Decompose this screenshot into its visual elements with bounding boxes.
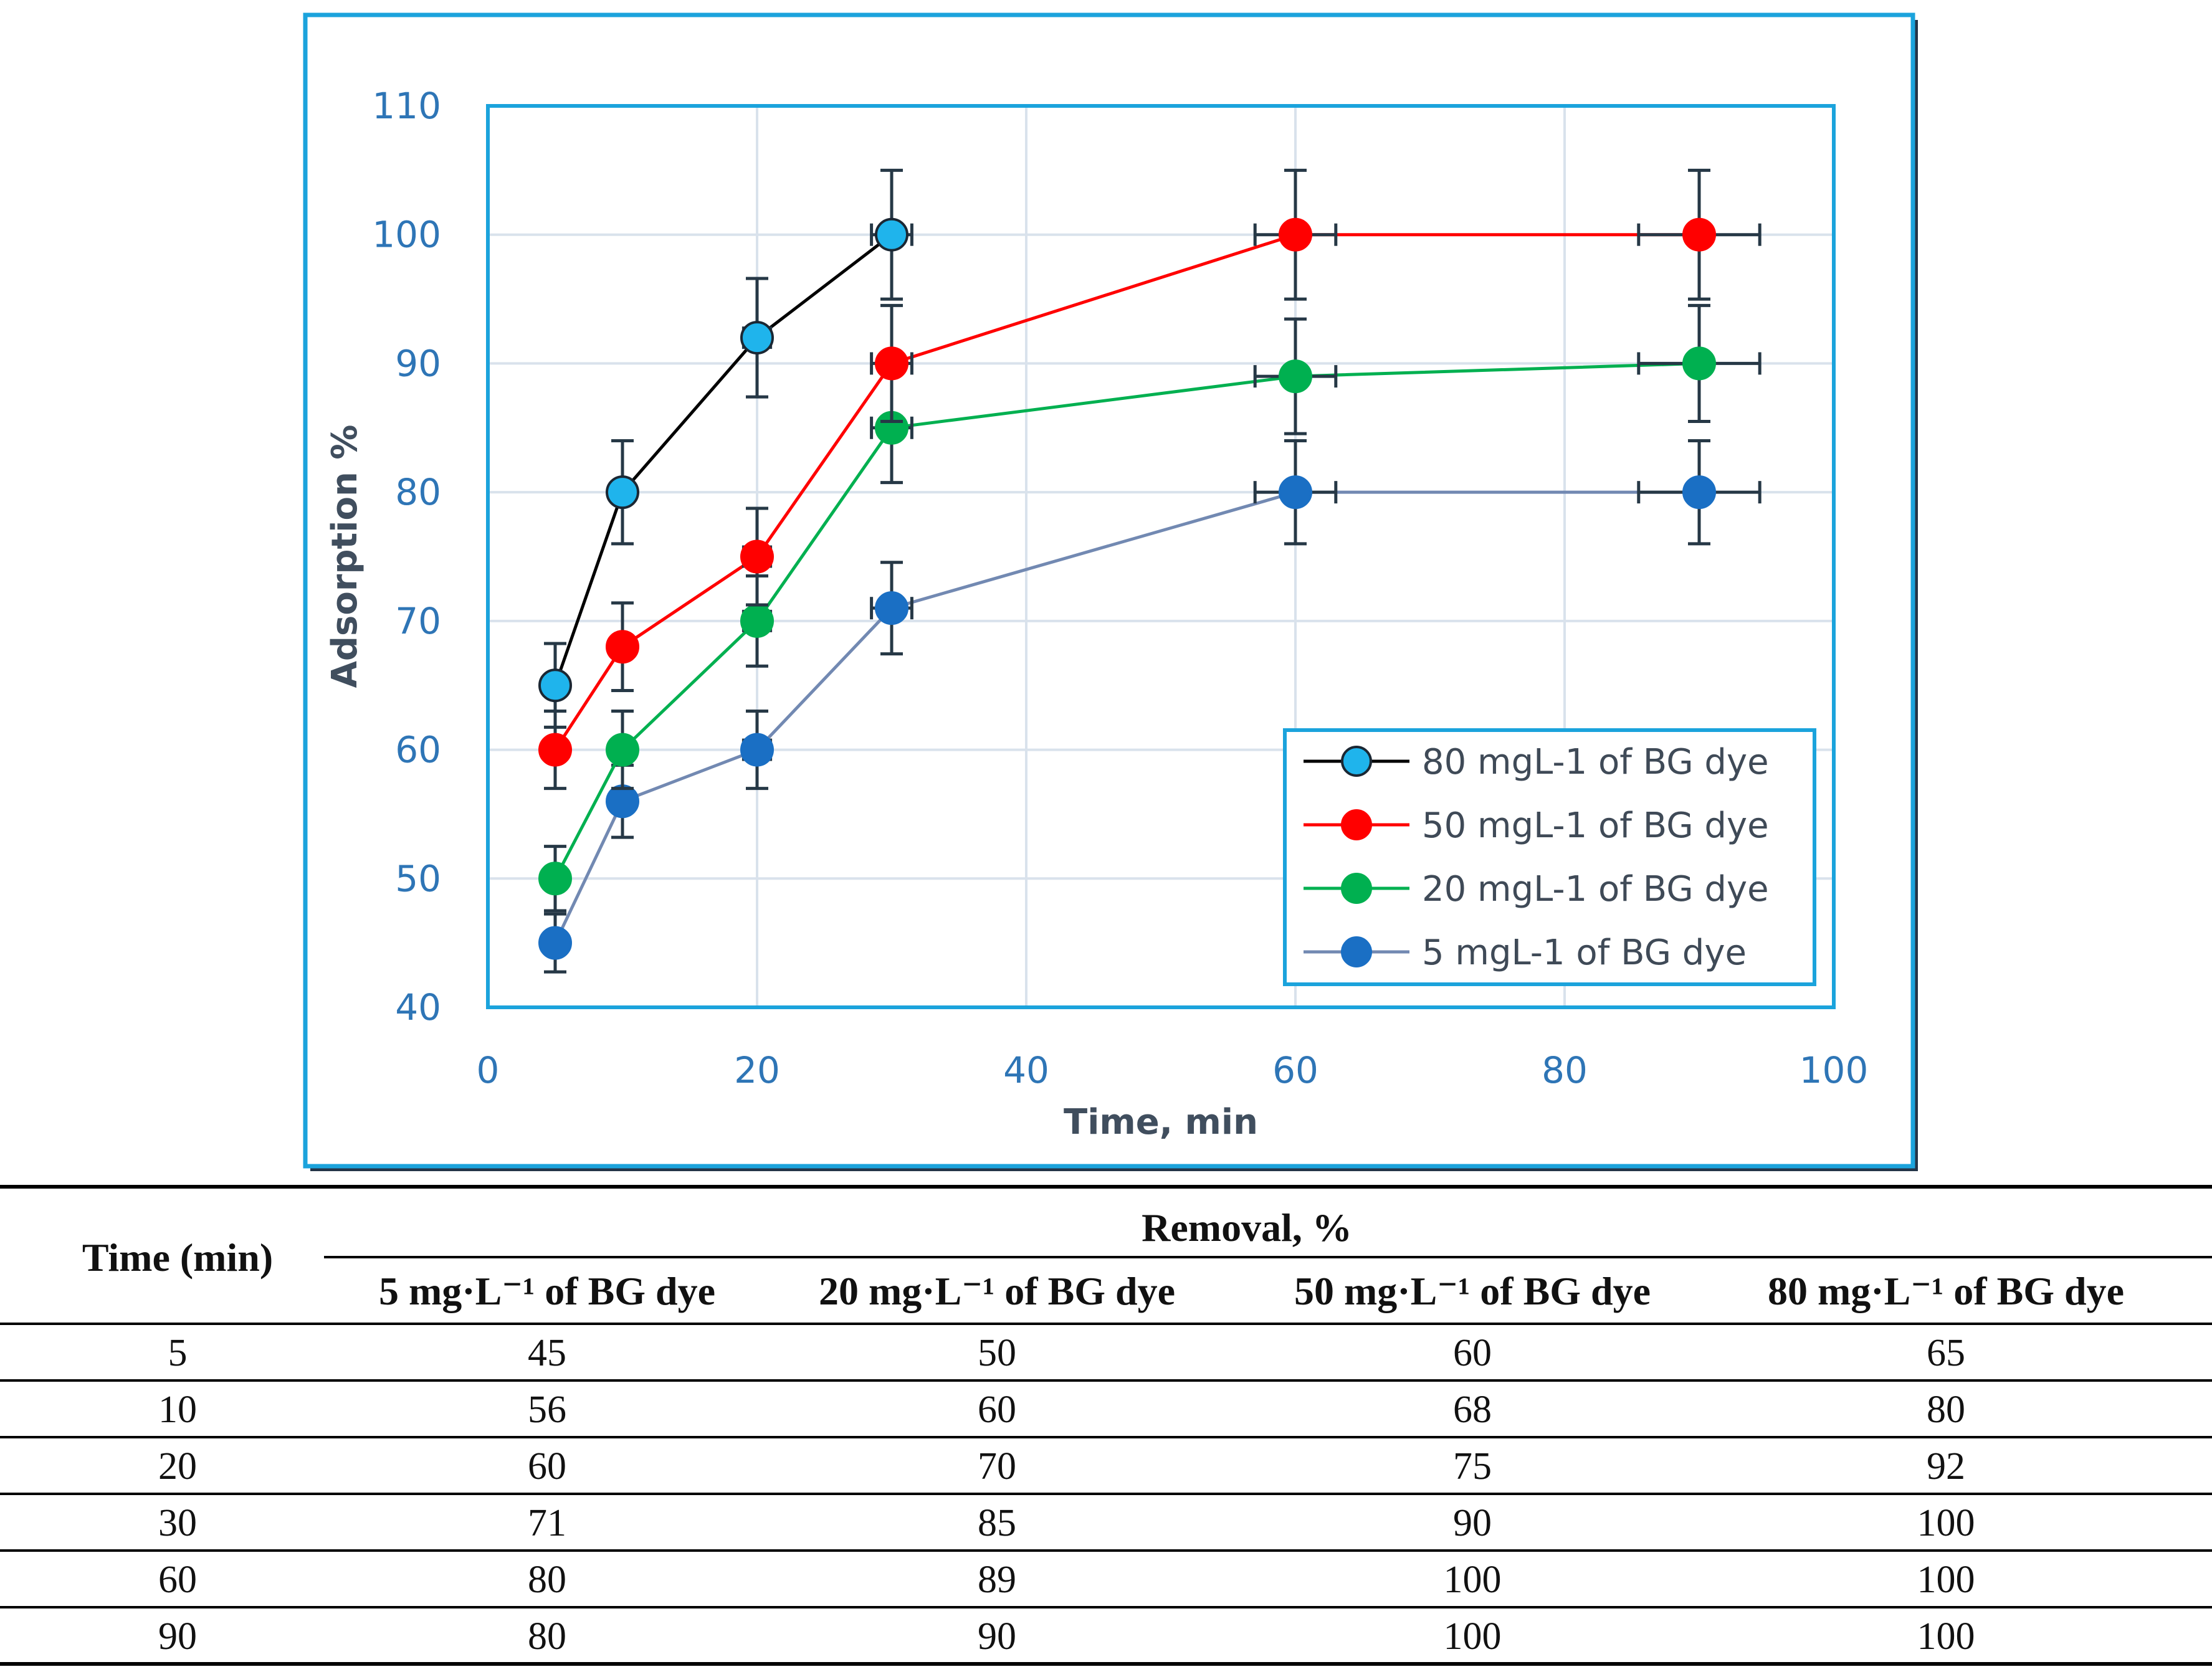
y-tick-label: 60 [395, 729, 441, 771]
table-cell: 56 [528, 1389, 566, 1431]
table-cell: 50 [978, 1332, 1016, 1374]
y-tick-label: 40 [395, 986, 441, 1029]
series-line [553, 490, 1699, 944]
table-cell: 68 [1453, 1389, 1492, 1431]
column-header: 5 mg·L⁻¹ of BG dye [379, 1269, 715, 1313]
data-point [875, 591, 908, 625]
x-tick-label: 40 [1003, 1049, 1049, 1091]
data-point [740, 539, 774, 574]
series-group [538, 439, 1761, 974]
legend-marker [1341, 936, 1372, 967]
data-point [1279, 217, 1312, 252]
legend-label: 5 mgL-1 of BG dye [1422, 933, 1747, 973]
series-group [538, 168, 1761, 791]
y-axis-title: Adsorption % [325, 425, 365, 688]
y-tick-label: 80 [395, 471, 441, 513]
series-group [538, 303, 1761, 913]
table-cell: 70 [978, 1445, 1016, 1488]
table-cell: 60 [528, 1445, 566, 1488]
chart: 40 50 60 70 80 90 100 110 0 20 40 60 80 100 Time, min… [303, 12, 1918, 1171]
legend-label: 20 mgL-1 of BG dye [1422, 869, 1769, 910]
x-tick-label: 60 [1272, 1049, 1318, 1091]
table-cell: 85 [978, 1502, 1016, 1544]
table-cell: 75 [1453, 1445, 1492, 1488]
data-point [1279, 359, 1312, 394]
data-point [606, 784, 639, 819]
y-tick-label: 100 [372, 214, 441, 256]
table-cell: 60 [1453, 1332, 1492, 1374]
data-point [606, 733, 639, 767]
data-point [875, 217, 908, 252]
data-point [740, 604, 774, 638]
table-cell: 100 [1917, 1502, 1975, 1544]
table-cell: 80 [528, 1615, 566, 1658]
table-cell-time: 90 [158, 1615, 197, 1658]
x-tick-label: 0 [477, 1049, 500, 1091]
time-header: Time (min) [82, 1235, 273, 1280]
column-header: 80 mg·L⁻¹ of BG dye [1768, 1269, 2124, 1313]
axis-ticks: 40 50 60 70 80 90 100 110 0 20 40 60 80 100 [372, 85, 1868, 1091]
y-tick-label: 50 [395, 857, 441, 900]
data-point [606, 630, 639, 664]
data-point [606, 475, 639, 510]
column-header: 50 mg·L⁻¹ of BG dye [1294, 1269, 1651, 1313]
removal-table: Time (min) Removal, % 5 mg·L⁻¹ of BG dye 20… [0, 1185, 2212, 1666]
series-line [553, 233, 893, 686]
table-cell: 100 [1917, 1615, 1975, 1658]
series-group [538, 168, 913, 729]
table-cell: 60 [978, 1389, 1016, 1431]
table-cell: 45 [528, 1332, 566, 1374]
data-point [1279, 475, 1312, 510]
legend-label: 50 mgL-1 of BG dye [1422, 805, 1769, 846]
y-tick-label: 110 [372, 85, 441, 127]
data-table: Time (min) Removal, % 5 mg·L⁻¹ of BG dye 20… [0, 1171, 2212, 1677]
series-line [553, 233, 1699, 751]
table-cell-time: 20 [158, 1445, 197, 1488]
column-header: 20 mg·L⁻¹ of BG dye [819, 1269, 1175, 1313]
legend-marker [1341, 746, 1372, 777]
x-axis-title: Time, min [1064, 1102, 1258, 1143]
table-cell: 80 [528, 1559, 566, 1601]
table-cell: 92 [1927, 1445, 1965, 1488]
data-point [538, 668, 572, 703]
legend-marker [1341, 809, 1372, 840]
legend-marker [1341, 873, 1372, 904]
plot-area-border [486, 104, 1836, 1009]
table-cell-time: 60 [158, 1559, 197, 1601]
table-cell: 89 [978, 1559, 1016, 1601]
legend: 80 mgL-1 of BG dye 50 mgL-1 of BG dye 20 m… [1283, 728, 1816, 986]
data-point [875, 346, 908, 381]
data-point [538, 926, 572, 960]
table-cell: 100 [1444, 1559, 1502, 1601]
x-tick-label: 80 [1542, 1049, 1588, 1091]
table-cell: 90 [978, 1615, 1016, 1658]
legend-label: 80 mgL-1 of BG dye [1422, 742, 1769, 782]
data-point [1682, 475, 1716, 510]
table-cell: 80 [1927, 1389, 1965, 1431]
legend-box [1283, 728, 1816, 986]
data-point [740, 321, 774, 355]
table-cell: 90 [1453, 1502, 1492, 1544]
data-point [538, 733, 572, 767]
data-point [740, 733, 774, 767]
table-cell: 71 [528, 1502, 566, 1544]
chart-frame [303, 12, 1915, 1169]
table-cell: 65 [1927, 1332, 1965, 1374]
data-point [1682, 346, 1716, 381]
chart-section: 40 50 60 70 80 90 100 110 0 20 40 60 80 100 Time, min… [303, 12, 1918, 1171]
series [538, 168, 1761, 974]
data-point [1682, 217, 1716, 252]
table-cell-time: 10 [158, 1389, 197, 1431]
data-point [538, 862, 572, 896]
removal-header: Removal, % [1142, 1205, 1352, 1250]
x-tick-label: 100 [1800, 1049, 1869, 1091]
table-cell: 100 [1444, 1615, 1502, 1658]
table-cell-time: 30 [158, 1502, 197, 1544]
series-line [553, 361, 1700, 880]
x-tick-label: 20 [734, 1049, 780, 1091]
y-tick-label: 70 [395, 600, 441, 642]
table-cell-time: 5 [168, 1332, 188, 1374]
y-tick-label: 90 [395, 342, 441, 384]
table-cell: 100 [1917, 1559, 1975, 1601]
